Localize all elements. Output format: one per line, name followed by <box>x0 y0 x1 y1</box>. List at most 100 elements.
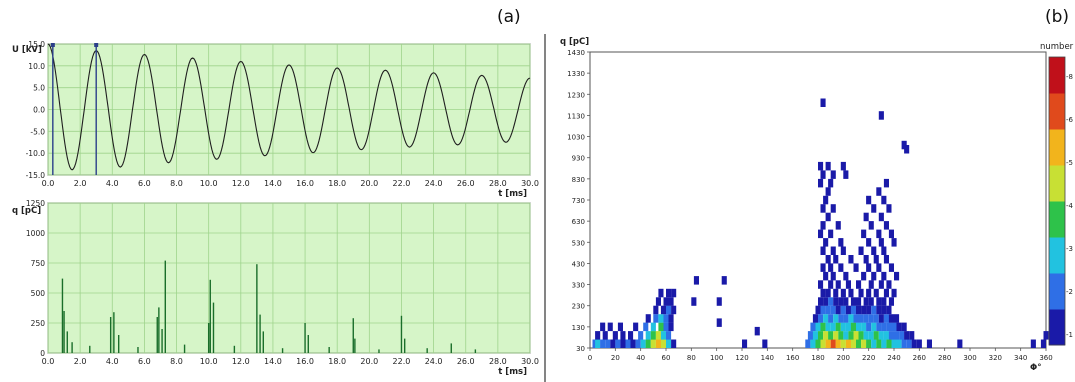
voltage-y-tick-label: 15.0 <box>28 40 45 49</box>
prpd-heatmap-cell <box>666 288 672 298</box>
prpd-heatmap-cell <box>881 322 887 332</box>
voltage-x-tick-label: 20.0 <box>360 179 378 188</box>
prpd-x-tick-label: 0 <box>588 354 592 362</box>
voltage-x-tick-label: 28.0 <box>489 179 507 188</box>
prpd-x-tick-label: 220 <box>862 354 875 362</box>
prpd-heatmap-cell <box>666 331 672 340</box>
prpd-heatmap-cell <box>671 305 677 315</box>
prpd-heatmap-cell <box>848 288 854 298</box>
prpd-heatmap-cell <box>645 314 651 323</box>
prpd-heatmap-cell <box>828 280 834 289</box>
charge-x-tick-label: 14.0 <box>264 357 282 366</box>
voltage-trace <box>47 43 531 171</box>
prpd-x-tick-label: 40 <box>636 354 645 362</box>
prpd-heatmap-cell <box>878 331 884 340</box>
prpd-heatmap-cell <box>866 195 872 205</box>
prpd-heatmap-cell <box>812 314 818 323</box>
prpd-heatmap-cell <box>840 305 846 315</box>
prpd-heatmap-cell <box>856 322 862 332</box>
prpd-heatmap-cell <box>833 255 839 264</box>
prpd-heatmap-cell <box>856 305 862 315</box>
prpd-heatmap-cell <box>721 276 727 285</box>
prpd-heatmap-cell <box>818 314 824 323</box>
colorbar-segment <box>1049 201 1065 238</box>
prpd-heatmap-cell <box>840 246 846 255</box>
prpd-heatmap-cell <box>615 339 621 348</box>
prpd-heatmap-cell <box>868 331 874 340</box>
charge-y-tick-label: 1000 <box>26 229 45 238</box>
prpd-heatmap-cell <box>873 331 879 340</box>
prpd-heatmap-cell <box>878 280 884 289</box>
voltage-cursor-handle <box>50 43 55 47</box>
voltage-x-tick-label: 8.0 <box>170 179 183 188</box>
colorbar-tick-label: -8 <box>1066 73 1073 81</box>
prpd-heatmap-cell <box>663 322 669 332</box>
prpd-heatmap-cell <box>888 331 894 340</box>
prpd-heatmap-cell <box>630 339 636 348</box>
prpd-heatmap-cell <box>828 297 834 306</box>
prpd-heatmap-cell <box>595 339 601 348</box>
prpd-x-tick-label: 200 <box>837 354 850 362</box>
prpd-heatmap-cell <box>653 314 659 323</box>
prpd-heatmap-cell <box>876 229 882 239</box>
prpd-heatmap-cell <box>828 229 834 239</box>
prpd-heatmap: 0 20 40 60 80 100 120 140 160 180 200 220 240 260 280 3… <box>560 37 1074 373</box>
prpd-heatmap-cell <box>883 255 889 264</box>
prpd-heatmap-cell <box>668 314 674 323</box>
voltage-x-tick-label: 12.0 <box>232 179 250 188</box>
prpd-heatmap-cell <box>835 280 841 289</box>
prpd-heatmap-cell <box>658 322 664 332</box>
prpd-heatmap-cell <box>830 170 836 179</box>
prpd-heatmap-cell <box>861 229 867 239</box>
prpd-heatmap-cell <box>671 339 677 348</box>
prpd-heatmap-cell <box>645 339 651 348</box>
voltage-y-tick-label: -15.0 <box>26 171 46 180</box>
voltage-x-tick-label: 26.0 <box>457 179 475 188</box>
prpd-heatmap-cell <box>876 263 882 272</box>
prpd-heatmap-cell <box>818 229 824 239</box>
prpd-y-tick-label: 1330 <box>567 70 585 78</box>
voltage-x-tick-label: 30.0 <box>521 179 539 188</box>
prpd-heatmap-cell <box>873 255 879 264</box>
prpd-heatmap-cell <box>904 145 910 154</box>
charge-y-tick-label: 0 <box>40 349 45 358</box>
prpd-heatmap-cell <box>883 288 889 298</box>
prpd-y-tick-label: 1030 <box>567 134 585 142</box>
prpd-heatmap-cell <box>823 238 829 247</box>
prpd-heatmap-cell <box>815 305 821 315</box>
charge-y-tick-label: 750 <box>31 259 46 268</box>
charge-x-tick-label: 10.0 <box>200 357 218 366</box>
prpd-heatmap-cell <box>868 314 874 323</box>
prpd-heatmap-cell <box>716 297 722 306</box>
prpd-heatmap-cell <box>840 288 846 298</box>
charge-x-tick-label: 18.0 <box>328 357 346 366</box>
prpd-heatmap-cell <box>848 314 854 323</box>
prpd-heatmap-cell <box>909 331 915 340</box>
charge-x-tick-label: 2.0 <box>74 357 87 366</box>
prpd-heatmap-cell <box>820 221 826 230</box>
prpd-heatmap-cell <box>878 111 884 120</box>
prpd-heatmap-cell <box>926 339 932 348</box>
prpd-heatmap-cell <box>617 322 623 332</box>
voltage-x-tick-label: 10.0 <box>200 179 218 188</box>
prpd-heatmap-cell <box>868 297 874 306</box>
prpd-y-tick-label: 1430 <box>567 49 585 57</box>
prpd-y-tick-label: 30 <box>576 345 585 353</box>
prpd-heatmap-cell <box>858 314 864 323</box>
prpd-heatmap-cell <box>643 322 649 332</box>
prpd-heatmap-cell <box>861 271 867 281</box>
prpd-heatmap-cell <box>650 331 656 340</box>
prpd-y-tick-label: 1130 <box>567 112 585 120</box>
prpd-heatmap-cell <box>866 288 872 298</box>
charge-x-tick-label: 0.0 <box>42 357 55 366</box>
prpd-heatmap-cell <box>820 305 826 315</box>
prpd-heatmap-cell <box>742 339 748 348</box>
prpd-heatmap-cell <box>896 339 902 348</box>
colorbar-segment <box>1049 237 1065 274</box>
prpd-heatmap-cell <box>881 271 887 281</box>
prpd-heatmap-cell <box>843 314 849 323</box>
prpd-heatmap-cell <box>820 322 826 332</box>
prpd-heatmap-cell <box>876 305 882 315</box>
prpd-heatmap-cell <box>883 331 889 340</box>
